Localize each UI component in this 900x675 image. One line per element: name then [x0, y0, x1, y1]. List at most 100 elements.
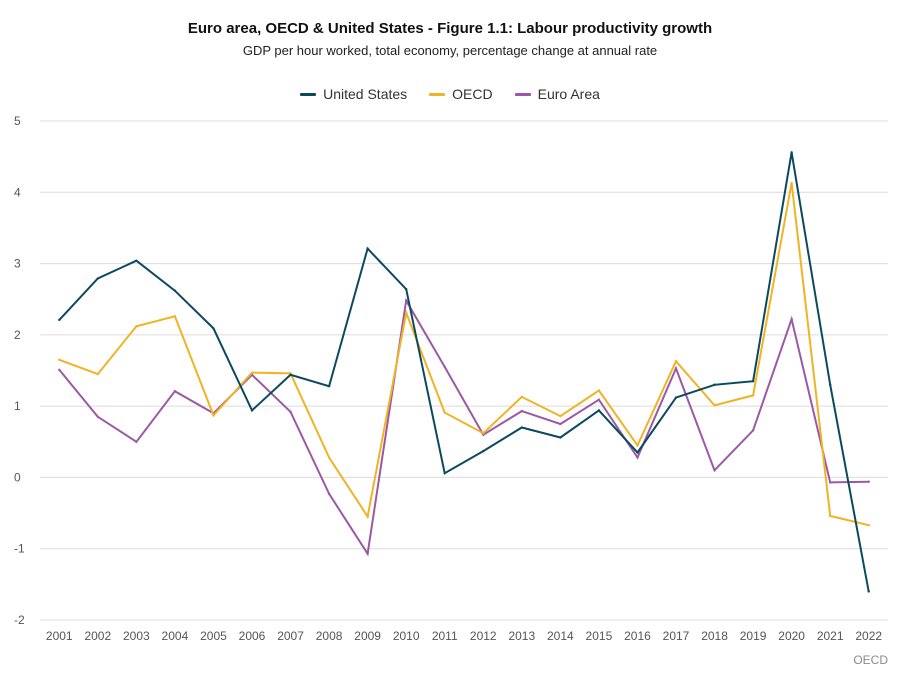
data-point-united-states [366, 247, 369, 250]
data-point-euro-area [443, 365, 446, 369]
data-point-united-states [828, 383, 832, 386]
data-point-euro-area [674, 367, 678, 370]
data-point-oecd [520, 395, 524, 399]
data-point-united-states [559, 436, 562, 439]
y-tick-label: 4 [14, 185, 21, 199]
data-point-united-states [597, 409, 601, 412]
x-tick-label: 2020 [778, 629, 805, 643]
data-point-euro-area [173, 389, 177, 393]
y-tick-label: 3 [14, 257, 21, 271]
data-point-united-states [520, 426, 524, 429]
legend-swatch-oecd [429, 92, 446, 96]
data-point-oecd [636, 444, 639, 447]
data-point-united-states [250, 409, 254, 412]
data-point-oecd [250, 371, 254, 374]
legend-swatch-united-states [300, 92, 317, 96]
data-point-euro-area [58, 368, 61, 371]
data-point-euro-area [867, 480, 870, 483]
x-tick-label: 2015 [586, 629, 613, 643]
data-point-united-states [96, 277, 100, 280]
chart-subtitle: GDP per hour worked, total economy, perc… [242, 43, 658, 58]
y-tick-label: 1 [14, 399, 21, 413]
x-tick-label: 2016 [624, 629, 651, 643]
x-tick-label: 2009 [354, 629, 381, 643]
data-point-oecd [828, 514, 832, 518]
data-point-oecd [173, 315, 177, 318]
data-point-oecd [212, 414, 215, 417]
x-tick-label: 2013 [508, 629, 535, 643]
x-tick-label: 2017 [663, 629, 690, 643]
data-point-united-states [135, 259, 138, 262]
data-point-united-states [173, 289, 177, 292]
data-point-oecd [366, 515, 369, 518]
data-point-euro-area [327, 492, 331, 496]
data-point-euro-area [597, 398, 601, 401]
series-line-united-states [58, 152, 870, 592]
source-label: OECD [853, 653, 888, 667]
data-point-united-states [327, 384, 331, 388]
data-point-oecd [96, 372, 100, 376]
data-point-euro-area [751, 429, 755, 432]
x-tick-label: 2011 [432, 629, 458, 643]
data-point-oecd [58, 358, 61, 362]
data-point-united-states [636, 451, 639, 454]
data-point-oecd [597, 389, 601, 392]
x-tick-label: 2006 [239, 629, 266, 643]
y-tick-label: -2 [14, 613, 25, 627]
data-point-euro-area [366, 552, 369, 555]
data-point-united-states [674, 396, 678, 399]
x-tick-label: 2014 [547, 629, 574, 643]
data-point-euro-area [404, 299, 408, 302]
data-point-euro-area [135, 440, 138, 443]
x-tick-label: 2004 [162, 629, 189, 643]
data-point-oecd [135, 325, 138, 328]
x-tick-label: 2010 [393, 629, 420, 643]
data-point-united-states [867, 590, 870, 593]
x-tick-label: 2005 [200, 629, 227, 643]
data-point-euro-area [96, 415, 100, 419]
x-tick-label: 2021 [817, 629, 844, 643]
data-point-oecd [404, 311, 408, 314]
data-point-euro-area [636, 456, 639, 459]
data-point-united-states [212, 327, 215, 330]
x-tick-label: 2019 [740, 629, 767, 643]
legend: United States OECD Euro Area [0, 86, 900, 102]
legend-item-united-states[interactable]: United States [300, 86, 407, 102]
data-point-united-states [751, 379, 755, 383]
data-point-euro-area [520, 409, 524, 413]
series-line-euro-area [58, 297, 869, 557]
y-tick-label: 5 [14, 114, 21, 128]
x-tick-label: 2002 [84, 629, 111, 643]
data-point-united-states [58, 318, 61, 322]
x-tick-label: 2003 [123, 629, 150, 643]
data-point-united-states [713, 383, 716, 386]
legend-label-united-states: United States [323, 86, 408, 102]
y-tick-label: 0 [14, 470, 21, 484]
data-point-euro-area [289, 410, 292, 414]
data-point-oecd [559, 414, 562, 418]
data-point-united-states [790, 151, 793, 154]
x-tick-label: 2018 [701, 629, 728, 643]
data-point-united-states [289, 373, 292, 376]
data-point-euro-area [790, 317, 793, 321]
data-point-oecd [867, 523, 870, 527]
x-tick-label: 2012 [470, 629, 497, 643]
data-point-euro-area [559, 422, 562, 426]
series-line-oecd [58, 182, 869, 527]
data-point-united-states [482, 449, 485, 453]
data-point-oecd [674, 360, 678, 363]
legend-item-euro-area[interactable]: Euro Area [514, 86, 600, 102]
legend-label-oecd: OECD [452, 86, 493, 102]
x-tick-label: 2001 [46, 629, 73, 643]
data-point-euro-area [828, 481, 832, 484]
data-point-oecd [327, 456, 331, 459]
data-point-euro-area [713, 469, 716, 472]
x-tick-label: 2022 [855, 629, 882, 643]
data-point-oecd [751, 394, 755, 397]
y-tick-label: -1 [14, 542, 25, 556]
y-tick-label: 2 [14, 328, 21, 342]
legend-item-oecd[interactable]: OECD [429, 86, 493, 102]
data-point-oecd [482, 432, 485, 435]
x-tick-label: 2008 [316, 629, 343, 643]
